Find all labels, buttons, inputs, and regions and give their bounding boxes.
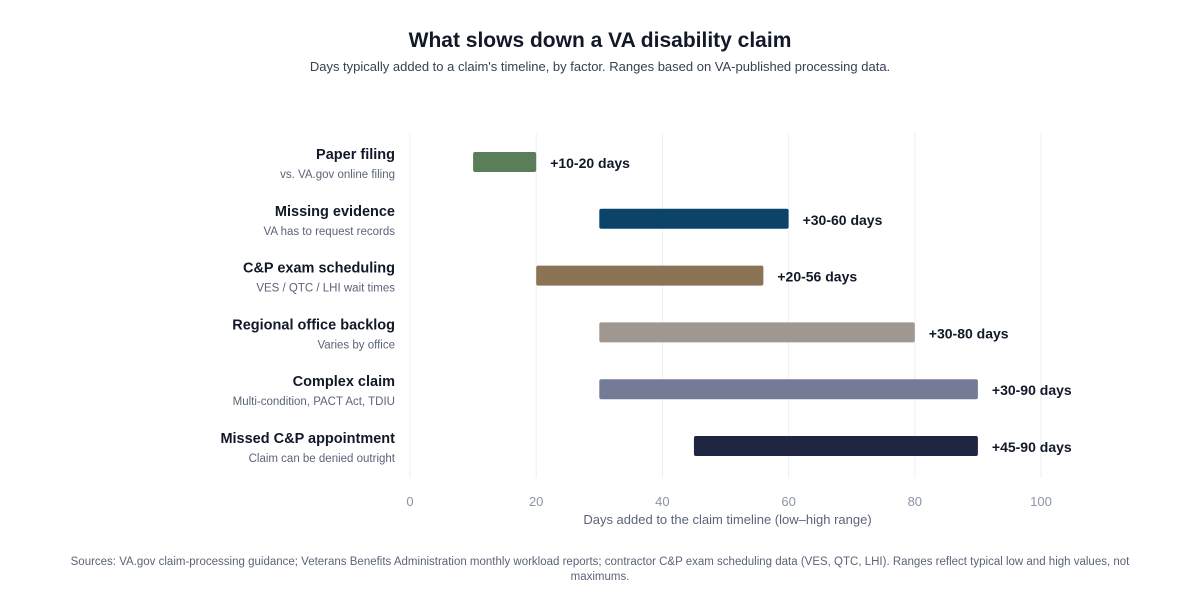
value-label: +45-90 days (992, 439, 1072, 455)
category-label: Regional office backlog (232, 317, 395, 333)
category-note: vs. VA.gov online filing (280, 169, 395, 181)
x-axis-label: Days added to the claim timeline (low–hi… (583, 512, 871, 527)
x-tick-label: 60 (781, 494, 795, 509)
x-tick-label: 40 (655, 494, 669, 509)
range-bar (693, 436, 978, 456)
range-bar (599, 208, 789, 229)
value-label: +30-80 days (929, 325, 1009, 341)
x-tick-label: 20 (529, 494, 543, 509)
value-label: +30-90 days (992, 382, 1072, 398)
value-label: +20-56 days (777, 269, 857, 285)
x-tick-label: 100 (1030, 494, 1052, 509)
category-label: C&P exam scheduling (243, 261, 395, 277)
category-label: Complex claim (293, 374, 395, 390)
value-label: +30-60 days (803, 212, 883, 228)
range-bar (599, 379, 978, 400)
category-label: Missing evidence (275, 204, 395, 220)
category-note: Varies by office (317, 339, 395, 351)
chart-subtitle: Days typically added to a claim's timeli… (309, 59, 891, 74)
category-note: Claim can be denied outright (249, 453, 396, 465)
source-note: Sources: VA.gov claim-processing guidanc… (70, 556, 1130, 583)
chart-title: What slows down a VA disability claim (408, 29, 792, 52)
range-bar (473, 152, 537, 172)
x-tick-label: 80 (908, 494, 922, 509)
x-tick-label: 0 (406, 494, 413, 509)
value-label: +10-20 days (550, 155, 630, 171)
category-note: VA has to request records (264, 226, 396, 238)
category-note: VES / QTC / LHI wait times (256, 283, 395, 295)
range-bar (536, 265, 764, 286)
category-note: Multi-condition, PACT Act, TDIU (233, 396, 395, 408)
range-bar (599, 322, 915, 343)
category-label: Paper filing (316, 147, 395, 163)
category-label: Missed C&P appointment (220, 431, 395, 447)
